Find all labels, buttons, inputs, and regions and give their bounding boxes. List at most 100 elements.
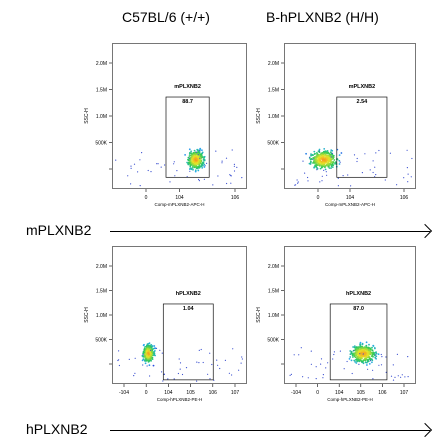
event-dot — [305, 152, 307, 155]
event-dot — [191, 153, 194, 156]
flow-plot-panel: 2.0M 1.5M 1.0M 500K SSC-H -104 0 104 105 106 107 Co… — [256, 246, 416, 402]
event-dot — [325, 171, 327, 173]
event-dot — [333, 353, 335, 356]
event-dot — [326, 157, 329, 160]
event-dot — [364, 153, 366, 155]
event-dot — [371, 346, 373, 349]
x-tick-label: 106 — [209, 390, 218, 396]
event-dot — [327, 152, 329, 155]
event-dot — [160, 166, 162, 168]
event-dot — [359, 359, 362, 362]
event-dot — [201, 167, 204, 169]
event-dot — [144, 353, 147, 355]
event-dot — [310, 363, 312, 365]
event-dot — [219, 367, 221, 370]
event-dot — [354, 361, 356, 363]
event-dot — [133, 375, 135, 377]
event-dot — [380, 364, 383, 366]
event-dot — [339, 350, 341, 352]
event-dot — [152, 347, 155, 350]
event-dot — [332, 161, 335, 163]
event-dot — [359, 341, 362, 344]
event-dot — [365, 341, 368, 344]
event-dot — [322, 155, 324, 158]
event-dot — [312, 158, 314, 161]
gate-rectangle — [329, 303, 388, 381]
event-dot — [320, 358, 323, 360]
event-dot — [302, 160, 304, 162]
event-dot — [354, 348, 357, 350]
y-tick-label: 500K — [95, 141, 107, 147]
x-tick-label: 106 — [231, 195, 240, 201]
event-dot — [150, 344, 153, 346]
event-dot — [342, 175, 344, 177]
event-dot — [203, 163, 206, 166]
event-dot — [362, 360, 364, 363]
event-dot — [371, 351, 374, 354]
event-dot — [153, 350, 155, 353]
event-dot — [375, 152, 377, 154]
event-dot — [328, 167, 331, 169]
event-dot — [339, 161, 341, 163]
event-dot — [364, 354, 366, 357]
event-dot — [333, 351, 335, 353]
event-dot — [187, 156, 190, 159]
event-dot — [326, 150, 329, 152]
event-dot — [195, 165, 198, 168]
event-dot — [148, 346, 151, 349]
event-dot — [315, 378, 317, 380]
event-dot — [410, 176, 412, 178]
event-dot — [323, 163, 326, 166]
event-dot — [367, 351, 370, 354]
event-dot — [189, 157, 191, 159]
event-dot — [179, 368, 181, 370]
event-dot — [406, 167, 408, 169]
event-dot — [389, 152, 391, 154]
event-dot — [375, 351, 377, 353]
y-tick-label: 2.0M — [96, 61, 107, 67]
event-dot — [147, 359, 150, 362]
event-dot — [307, 180, 309, 182]
event-dot — [130, 165, 132, 167]
gate-percentage: 1.04 — [183, 306, 195, 312]
event-dot — [147, 350, 150, 352]
event-dot — [322, 374, 324, 376]
event-dot — [290, 373, 292, 375]
event-dot — [359, 345, 361, 347]
gate-rectangle — [336, 96, 388, 178]
event-dot — [324, 150, 326, 153]
x-tick-label: 105 — [186, 390, 195, 396]
event-dot — [407, 173, 409, 175]
event-dot — [340, 152, 343, 154]
event-dot — [349, 353, 352, 356]
plot-frame — [284, 246, 416, 384]
event-dot — [317, 157, 320, 160]
event-dot — [353, 154, 356, 156]
event-dot — [366, 364, 368, 366]
flow-plot-svg: 2.0M 1.5M 1.0M 500K SSC-H 0 104 106 Comp-mPLXNB2… — [256, 43, 416, 207]
event-dot — [320, 363, 322, 365]
event-dot — [374, 347, 376, 350]
event-dot — [368, 356, 371, 359]
event-dot — [352, 356, 354, 358]
y-tick-label: 1.0M — [96, 313, 107, 319]
event-dot — [117, 359, 119, 362]
mplxnb2-arrow-line — [110, 231, 430, 232]
event-dot — [396, 184, 398, 186]
event-dot — [142, 358, 145, 361]
event-dot — [319, 158, 321, 160]
event-dot — [233, 163, 235, 165]
event-dot — [317, 163, 320, 165]
event-dot — [187, 158, 189, 161]
event-dot — [325, 156, 328, 158]
x-axis-label: Comp-hPLXNB2-PE-H — [157, 397, 203, 402]
plot-frame — [112, 43, 247, 189]
event-dot — [141, 152, 143, 154]
event-dot — [143, 343, 145, 346]
event-dot — [407, 181, 409, 183]
event-dot — [329, 153, 332, 156]
event-dot — [411, 157, 413, 160]
event-dot — [362, 350, 364, 352]
event-dot — [173, 163, 175, 165]
event-dot — [330, 156, 332, 158]
